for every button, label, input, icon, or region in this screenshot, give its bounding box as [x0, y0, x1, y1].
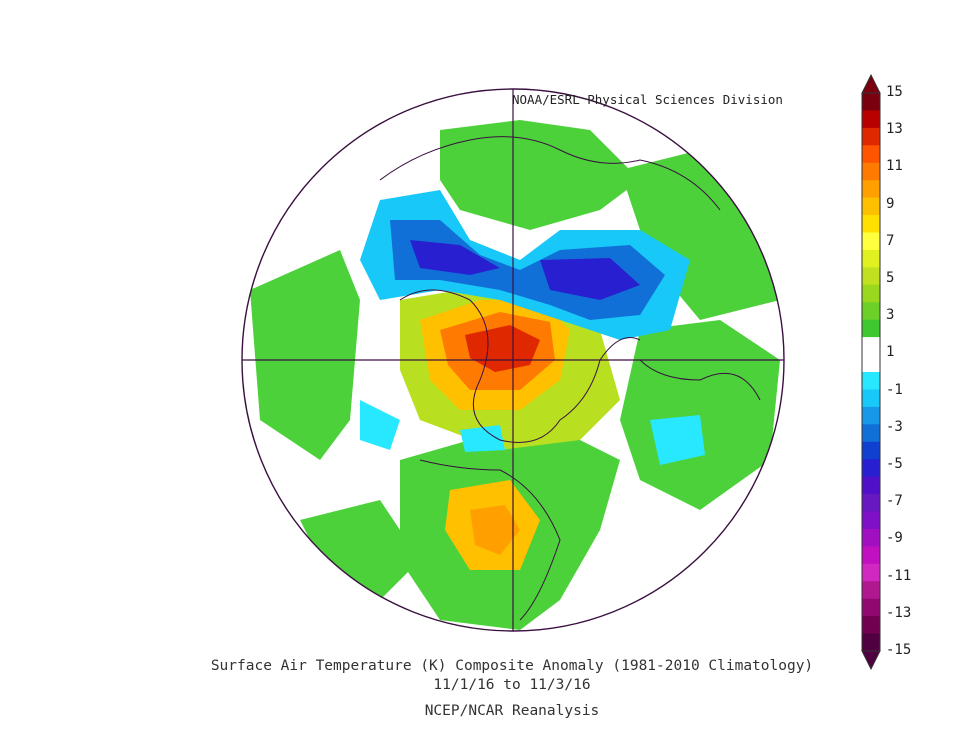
anomaly-region [470, 505, 520, 555]
colorbar-swatch [862, 598, 880, 617]
colorbar-swatch [862, 372, 880, 390]
colorbar-swatch [862, 389, 880, 408]
colorbar-swatch [862, 424, 880, 443]
colorbar-swatch [862, 162, 880, 181]
graticule [242, 89, 784, 631]
colorbar-swatches [861, 73, 881, 671]
globe-outline [241, 88, 785, 632]
colorbar-swatch [862, 127, 880, 146]
colorbar-swatch [862, 232, 880, 251]
caption-title: Surface Air Temperature (K) Composite An… [210, 658, 814, 674]
colorbar-swatch [862, 633, 880, 652]
anomaly-region [440, 120, 640, 230]
caption-source: NCEP/NCAR Reanalysis [424, 703, 600, 719]
colorbar-tick-label: 5 [886, 270, 895, 286]
colorbar-tick-label: 11 [886, 158, 903, 175]
colorbar-swatch [862, 215, 880, 233]
colorbar-tick-label: -11 [886, 567, 912, 584]
colorbar-tick-label: -5 [886, 456, 903, 472]
colorbar-tick-label: 3 [886, 307, 895, 324]
colorbar-swatch [862, 337, 880, 356]
colorbar-tick-label: 9 [886, 195, 895, 212]
colorbar-swatch [862, 180, 880, 199]
colorbar-swatch [862, 197, 880, 216]
colorbar-swatch [862, 284, 880, 303]
colorbar-swatch [862, 441, 880, 460]
colorbar-swatch [862, 354, 880, 373]
colorbar-tick-label: 15 [886, 84, 903, 100]
caption-dates: 11/1/16 to 11/3/16 [433, 677, 591, 693]
colorbar-swatch [862, 267, 880, 286]
colorbar-tick-label: 7 [886, 232, 895, 249]
colorbar-swatch [862, 302, 880, 321]
colorbar-swatch [862, 528, 880, 547]
colorbar-swatch [862, 406, 880, 425]
colorbar-frame [861, 92, 881, 652]
anomaly-region [300, 500, 420, 600]
colorbar-swatch [862, 319, 880, 338]
colorbar-swatch [862, 581, 880, 600]
anomaly-region [620, 150, 780, 320]
colorbar-tick-label: -7 [886, 493, 903, 510]
colorbar-swatch [862, 93, 880, 111]
colorbar-swatch [862, 110, 880, 129]
colorbar-swatch [862, 511, 880, 530]
colorbar-tick-label: -13 [886, 604, 912, 621]
colorbar-swatch [862, 546, 880, 565]
colorbar-tick-label: -15 [886, 642, 912, 658]
anomaly-region [360, 400, 705, 465]
anomaly-region [250, 250, 360, 460]
colorbar-swatch [862, 249, 880, 268]
coastlines [379, 136, 761, 621]
colorbar-tick-label: -1 [886, 381, 903, 398]
colorbar-max-arrow [861, 73, 881, 94]
anomaly-region [410, 240, 640, 300]
colorbar-swatch [862, 616, 880, 635]
colorbar-swatch [862, 459, 880, 478]
colorbar-tick-label: 13 [886, 121, 903, 138]
colorbar-tick-label: -9 [886, 530, 903, 547]
colorbar-swatch [862, 494, 880, 512]
colorbar-tick-label: -3 [886, 418, 903, 435]
colorbar-swatch [862, 145, 880, 164]
colorbar-swatch [862, 476, 880, 495]
credit-text: NOAA/ESRL Physical Sciences Division [512, 92, 783, 107]
colorbar-tick-label: 1 [886, 344, 895, 361]
colorbar-swatch [862, 563, 880, 582]
